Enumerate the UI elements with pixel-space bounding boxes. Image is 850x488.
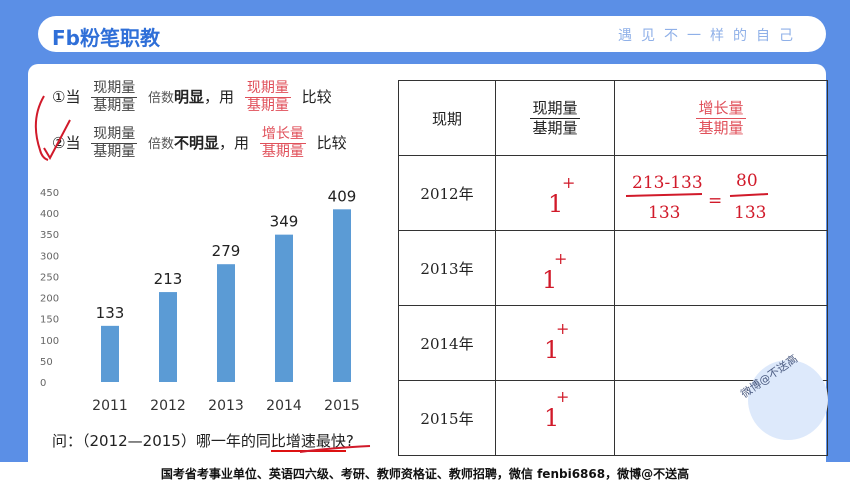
- x-tick-label: 2014: [266, 398, 302, 414]
- table-row: 2012年: [398, 155, 828, 231]
- x-tick-label: 2015: [324, 398, 360, 414]
- question-prefix: 问：（2012—2015）哪一年的同: [52, 432, 271, 450]
- fraction-denominator: 基期量: [261, 144, 304, 160]
- fraction-denominator: 基期量: [246, 98, 289, 114]
- rule-1-middle-b: ，用: [204, 88, 235, 106]
- fraction-numerator: 现期量: [91, 126, 138, 144]
- y-tick-label: 350: [40, 230, 59, 241]
- fraction-numerator: 增长量: [259, 126, 306, 144]
- fraction-numerator: 增长量: [696, 98, 746, 119]
- rule-1: ①当 现期量 基期量 倍数明显，用 现期量 基期量 比较: [52, 80, 332, 115]
- rule-2-middle-a: 倍数: [148, 137, 175, 152]
- rule-2-middle-bold: 不明显: [174, 134, 220, 152]
- bar-value-label: 133: [96, 304, 125, 322]
- bar-value-label: 213: [154, 270, 183, 288]
- row-year: 2015年: [398, 380, 496, 456]
- rule-2-suffix: 比较: [316, 134, 347, 152]
- rule-2-middle-b: ，用: [219, 134, 250, 152]
- bar-value-label: 409: [328, 187, 357, 205]
- header-ratio-fraction: 现期量 基期量: [530, 98, 580, 138]
- bar-chart: 0 50 100 150 200 250 300 350 400 450 133 2011 213 201…: [40, 187, 360, 414]
- x-tick-label: 2013: [208, 398, 244, 414]
- y-tick-label: 250: [40, 272, 59, 283]
- bar-value-label: 349: [270, 213, 299, 231]
- rule-1-middle-bold: 明显: [174, 88, 205, 106]
- y-tick-label: 400: [40, 209, 59, 220]
- header-current-period: 现期: [398, 80, 496, 156]
- question-underlined: 比增速最快: [270, 432, 346, 452]
- rule-1-suffix: 比较: [301, 88, 332, 106]
- row-ratio: [495, 230, 615, 306]
- row-calc: [614, 230, 828, 306]
- bar-2012: [159, 292, 177, 382]
- row-ratio: [495, 305, 615, 381]
- y-tick-label: 450: [40, 188, 59, 199]
- rule-2: ②当 现期量 基期量 倍数不明显，用 增长量 基期量 比较: [52, 126, 347, 161]
- row-year: 2014年: [398, 305, 496, 381]
- x-tick-label: 2011: [92, 398, 128, 414]
- rule-1-compare-fraction: 现期量 基期量: [244, 80, 291, 115]
- y-tick-label: 150: [40, 315, 59, 326]
- fraction-numerator: 现期量: [244, 80, 291, 98]
- rule-1-fraction: 现期量 基期量: [91, 80, 138, 115]
- header-growth-fraction: 增长量 基期量: [696, 98, 746, 138]
- row-ratio: [495, 380, 615, 456]
- fraction-denominator: 基期量: [93, 98, 136, 114]
- slogan-text: 遇见不一样的自己: [618, 28, 802, 44]
- y-tick-label: 200: [40, 294, 59, 305]
- y-tick-label: 50: [40, 357, 53, 368]
- rule-2-fraction: 现期量 基期量: [91, 126, 138, 161]
- fraction-denominator: 基期量: [698, 118, 744, 137]
- question-suffix: ?: [345, 432, 354, 450]
- y-tick-label: 100: [40, 336, 59, 347]
- rule-1-middle-a: 倍数: [148, 91, 175, 106]
- table-header-row: 现期 现期量 基期量 增长量 基期量: [398, 80, 828, 156]
- fraction-denominator: 基期量: [532, 118, 578, 137]
- footer-banner: 国考省考事业单位、英语四六级、考研、教师资格证、教师招聘，微信 fenbi686…: [0, 462, 850, 488]
- fraction-numerator: 现期量: [530, 98, 580, 119]
- x-tick-label: 2012: [150, 398, 186, 414]
- fenbi-logo: Fb粉笔职教: [52, 26, 160, 50]
- fraction-numerator: 现期量: [91, 80, 138, 98]
- table-row: 2013年: [398, 230, 828, 306]
- header-ratio: 现期量 基期量: [495, 80, 615, 156]
- bar-2014: [275, 234, 293, 382]
- rule-1-prefix: ①当: [52, 88, 81, 106]
- rule-2-prefix: ②当: [52, 134, 81, 152]
- bar-2013: [217, 264, 235, 382]
- fraction-denominator: 基期量: [93, 144, 136, 160]
- y-tick-label: 0: [40, 378, 46, 389]
- bar-2011: [101, 325, 119, 382]
- header-growth-ratio: 增长量 基期量: [614, 80, 828, 156]
- bar-2015: [333, 209, 351, 382]
- row-calc: [614, 155, 828, 231]
- mascot-decoration: [748, 360, 828, 440]
- y-tick-label: 300: [40, 251, 59, 262]
- question-text: 问：（2012—2015）哪一年的同比增速最快?: [52, 430, 354, 452]
- row-year: 2012年: [398, 155, 496, 231]
- ratio-table: 现期 现期量 基期量 增长量 基期量 2012年 2013年 2014年 201…: [398, 80, 828, 456]
- header-bar: Fb粉笔职教 遇见不一样的自己: [38, 16, 826, 52]
- rule-2-compare-fraction: 增长量 基期量: [259, 126, 306, 161]
- bar-value-label: 279: [212, 242, 241, 260]
- row-ratio: [495, 155, 615, 231]
- row-year: 2013年: [398, 230, 496, 306]
